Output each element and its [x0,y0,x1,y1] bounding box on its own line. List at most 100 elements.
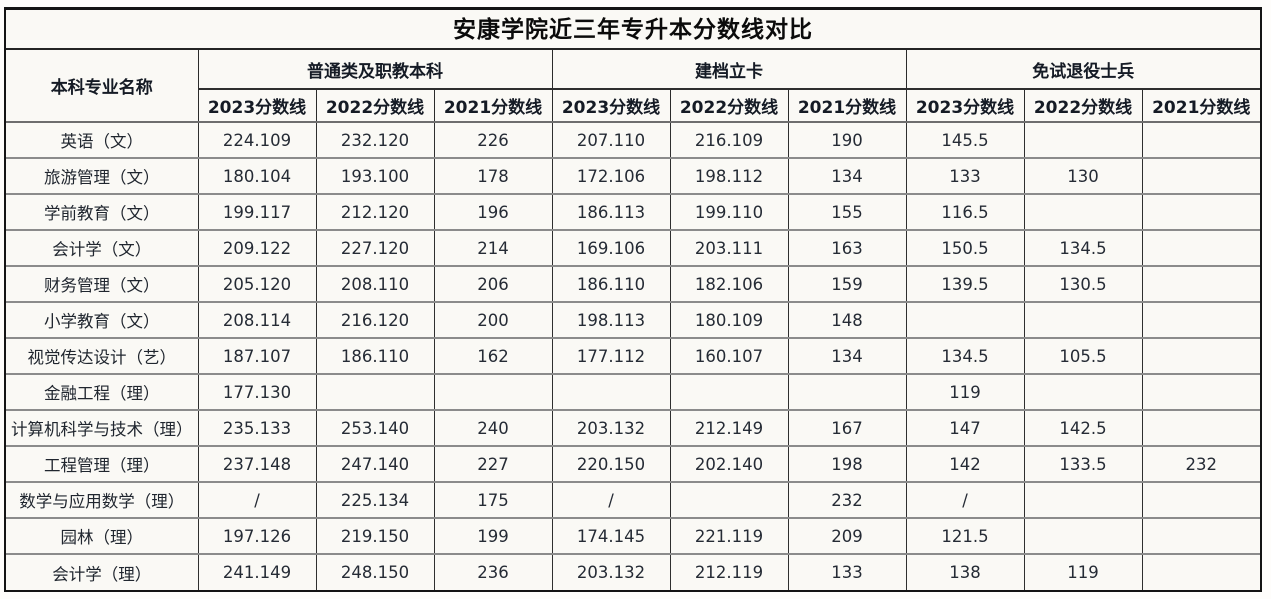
table-row: 数学与应用数学（理）/225.134 175/232/ [6,481,1260,519]
score-cell: 199 [433,517,553,555]
score-cell [1023,121,1143,159]
score-cell: 130 [1023,157,1143,195]
major-name-cell: 旅游管理（文） [6,157,199,195]
score-cell: 221.119 [669,517,789,555]
score-cell: 159 [787,265,907,303]
score-cell: 196 [433,193,553,231]
score-cell: 216.109 [669,121,789,159]
score-cell: 203.132 [551,553,671,590]
score-cell: 186.110 [315,337,435,375]
score-cell: 225.134 [315,481,435,519]
score-cell [669,481,789,519]
major-name-cell: 财务管理（文） [6,265,199,303]
score-cell: 248.150 [315,553,435,590]
score-cell: 224.109 [197,121,317,159]
score-cell: 199.117 [197,193,317,231]
column-group-registered-card: 建档立卡 [551,50,907,90]
score-cell: / [551,481,671,519]
score-cell: 227.120 [315,229,435,267]
score-cell [1141,193,1260,231]
score-cell: 147 [905,409,1025,447]
score-cell: 134 [787,157,907,195]
score-cell [1141,373,1260,411]
score-cell: 199.110 [669,193,789,231]
score-cell: 193.100 [315,157,435,195]
score-cell: 241.149 [197,553,317,590]
score-cell: 232 [1141,445,1260,483]
score-cell: 105.5 [1023,337,1143,375]
score-cell: 202.140 [669,445,789,483]
major-name-cell: 金融工程（理） [6,373,199,411]
score-cell: 209 [787,517,907,555]
major-name-cell: 会计学（理） [6,553,199,590]
score-cell: 216.120 [315,301,435,339]
table-row: 学前教育（文） 199.117 212.120 196 186.113 199.110 15… [6,193,1260,231]
score-cell: 212.120 [315,193,435,231]
table-row: 会计学（理） 241.149 248.150 236 203.132 212.119 133… [6,553,1260,590]
score-cell: 205.120 [197,265,317,303]
score-cell [1023,301,1143,339]
score-cell: 235.133 [197,409,317,447]
score-cell [1141,517,1260,555]
score-cell: 206 [433,265,553,303]
score-cell: 198.112 [669,157,789,195]
score-cell: 155 [787,193,907,231]
score-cell: 174.145 [551,517,671,555]
score-cell: 150.5 [905,229,1025,267]
score-cell: 203.132 [551,409,671,447]
score-cell: 220.150 [551,445,671,483]
column-header-general-2022: 2022分数线 [315,89,435,123]
table-row: 旅游管理（文） 180.104 193.100 178 172.106 198.112 13… [6,157,1260,195]
score-cell [787,373,907,411]
score-cell: 208.114 [197,301,317,339]
score-cell: 237.148 [197,445,317,483]
score-cell: 139.5 [905,265,1025,303]
column-group-general: 普通类及职教本科 [197,50,553,90]
score-cell: 178 [433,157,553,195]
score-cell [1141,229,1260,267]
score-cell [551,373,671,411]
column-header-major: 本科专业名称 [6,50,199,123]
score-cell [1141,301,1260,339]
score-cell: 134.5 [1023,229,1143,267]
score-cell: 134 [787,337,907,375]
table-row: 会计学（文） 209.122 227.120 214 169.106 203.111 163… [6,229,1260,267]
table-header: 本科专业名称 普通类及职教本科 建档立卡 免试退役士兵 2023分数线 2022… [6,50,1260,123]
score-cell: 162 [433,337,553,375]
column-header-card-2021: 2021分数线 [787,89,907,123]
score-cell: 212.149 [669,409,789,447]
table-title: 安康学院近三年专升本分数线对比 [6,10,1260,50]
score-cell: / [197,481,317,519]
score-cell: 145.5 [905,121,1025,159]
score-cell: 209.122 [197,229,317,267]
score-cell: 187.107 [197,337,317,375]
column-group-exempt-veterans: 免试退役士兵 [905,50,1260,90]
score-cell [1141,409,1260,447]
major-name-cell: 会计学（文） [6,229,199,267]
score-cell: 180.109 [669,301,789,339]
score-cell: 198 [787,445,907,483]
score-cell [1023,193,1143,231]
score-cell: 182.106 [669,265,789,303]
score-cell: 121.5 [905,517,1025,555]
score-cell: 175 [433,481,553,519]
major-name-cell: 工程管理（理） [6,445,199,483]
score-cell: 142.5 [1023,409,1143,447]
score-comparison-table: 本科专业名称 普通类及职教本科 建档立卡 免试退役士兵 2023分数线 2022… [6,50,1260,590]
major-name-cell: 视觉传达设计（艺） [6,337,199,375]
score-cell: / [905,481,1025,519]
score-cell: 130.5 [1023,265,1143,303]
table-row: 金融工程（理） 177.130 119 [6,373,1260,411]
score-cell: 142 [905,445,1025,483]
score-cell: 160.107 [669,337,789,375]
table-body: 英语（文） 224.109 232.120 226 207.110 216.109 190 1… [6,121,1260,590]
score-cell [1023,517,1143,555]
score-cell [1141,121,1260,159]
score-cell: 116.5 [905,193,1025,231]
score-cell: 253.140 [315,409,435,447]
score-cell: 208.110 [315,265,435,303]
score-cell: 119 [1023,553,1143,590]
column-header-card-2023: 2023分数线 [551,89,671,123]
score-cell: 180.104 [197,157,317,195]
score-cell: 232 [787,481,907,519]
